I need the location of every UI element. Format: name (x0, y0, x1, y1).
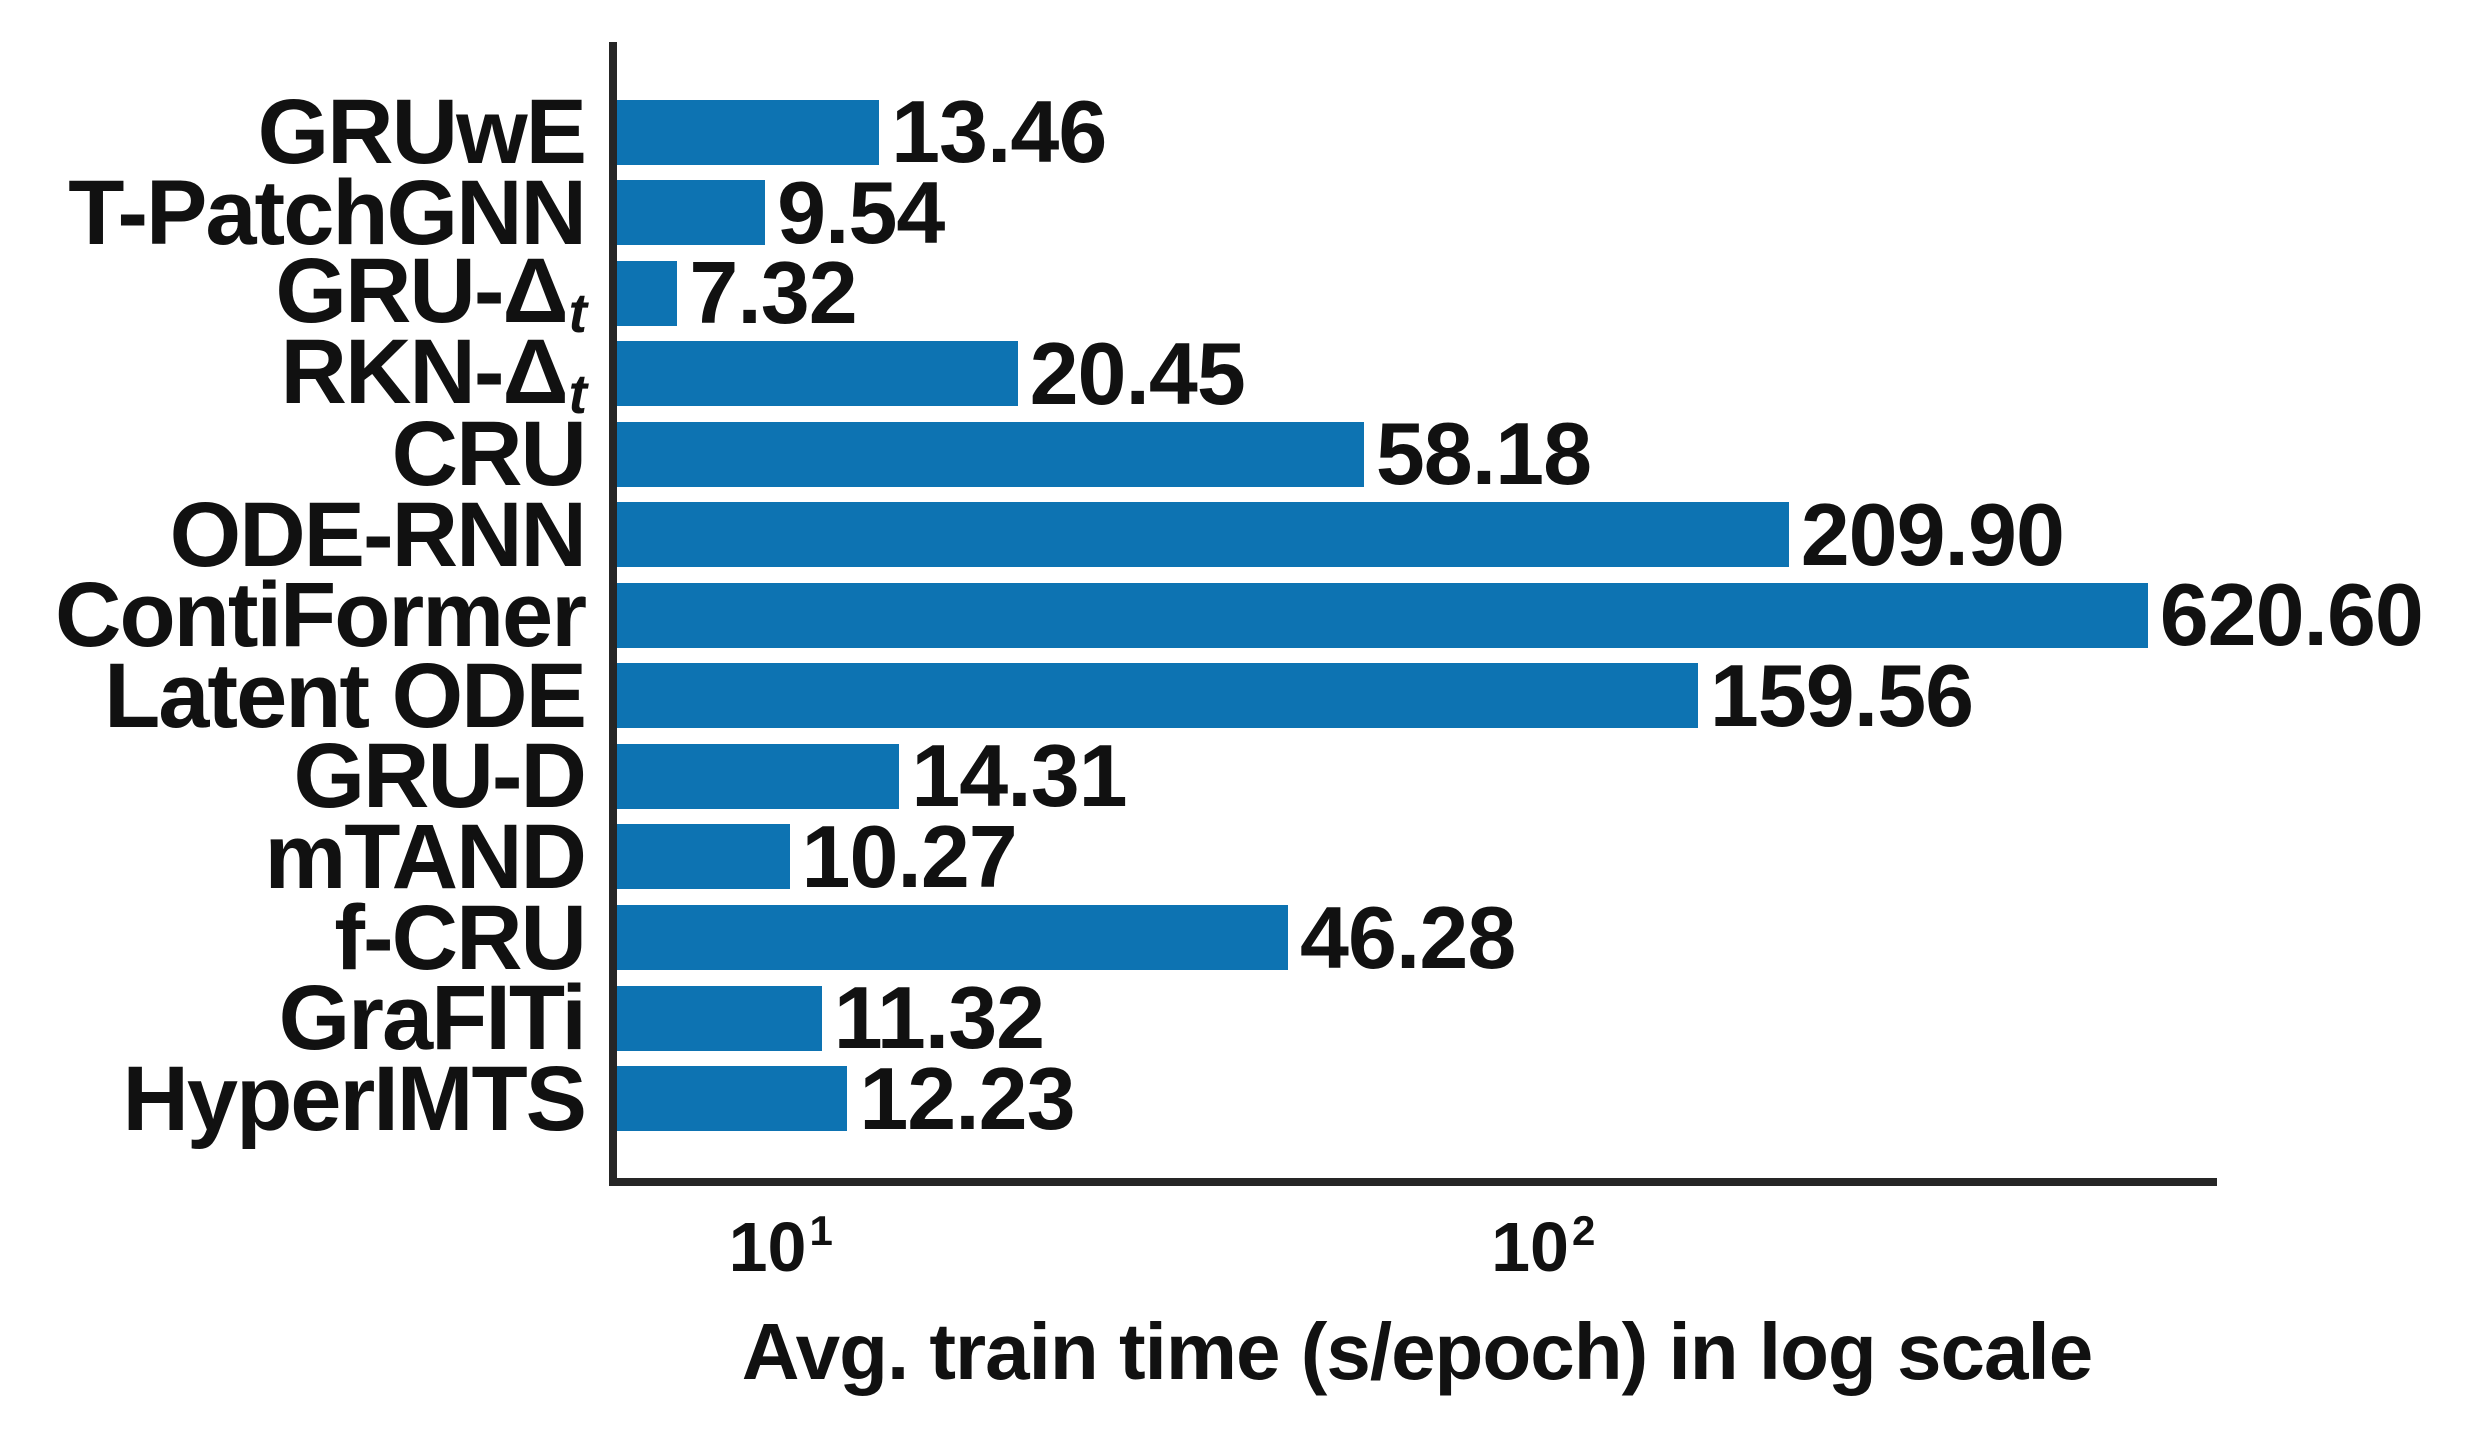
bar-gru-d (617, 743, 900, 809)
category-label-gruwe: GRUwE (257, 81, 587, 183)
value-label-latent-ode: 159.56 (1709, 645, 1974, 745)
x-axis-title: Avg. train time (s/epoch) in log scale (741, 1307, 2093, 1396)
y-axis-category-labels: GRUwE T-PatchGNN GRU-Δt RKN-Δt CRU ODE-RNN Con… (0, 0, 588, 1450)
value-label-mtand: 10.27 (801, 806, 1018, 906)
bars-layer: 13.46 9.54 7.32 20.45 58.18 209.90 620.60 159.5… (617, 42, 2424, 1178)
value-label-gruwe: 13.46 (891, 82, 1107, 181)
category-label-f-cru: f-CRU (334, 886, 587, 989)
x-tick-10e2: 102 (1491, 1207, 1596, 1287)
plot-area: 13.46 9.54 7.32 20.45 58.18 209.90 620.60 159.5… (609, 42, 2424, 1186)
value-label-cru: 58.18 (1375, 404, 1592, 504)
value-label-rkn-t: 20.45 (1029, 323, 1246, 423)
bar-grafiti (617, 985, 822, 1051)
category-label-contiformer: ContiFormer (55, 564, 587, 667)
bar-latent-ode (617, 663, 1698, 729)
category-label-latent-ode: Latent ODE (104, 644, 587, 747)
category-label-gru-d: GRU-D (293, 725, 587, 828)
value-label-gru-t: 7.32 (689, 243, 857, 343)
category-label-t-patchgnn: T-PatchGNN (68, 161, 587, 264)
bar-hyperimts (617, 1066, 848, 1132)
bar-gru-t (617, 260, 678, 326)
value-label-ode-rnn: 209.90 (1800, 484, 2065, 584)
category-label-rkn-t: RKN-Δt (280, 320, 588, 425)
bar-ode-rnn (617, 502, 1789, 568)
bar-rkn-t (617, 341, 1018, 407)
category-label-grafiti: GraFITi (278, 967, 587, 1070)
x-tick-10e1: 101 (728, 1207, 833, 1287)
value-label-t-patchgnn: 9.54 (777, 162, 945, 262)
value-label-f-cru: 46.28 (1300, 887, 1516, 987)
bar-mtand (617, 824, 790, 890)
category-label-mtand: mTAND (264, 805, 587, 908)
value-label-hyperimts: 12.23 (859, 1048, 1075, 1148)
bar-f-cru (617, 905, 1289, 970)
category-label-cru: CRU (391, 403, 587, 506)
value-label-contiformer: 620.60 (2159, 565, 2424, 665)
bar-cru (617, 421, 1364, 487)
bar-t-patchgnn (617, 180, 766, 246)
bar-contiformer (617, 582, 2148, 648)
bar-gruwe (617, 99, 880, 165)
category-label-gru-t: GRU-Δt (275, 240, 587, 344)
value-label-gru-d: 14.31 (911, 726, 1127, 826)
category-label-hyperimts: HyperIMTS (122, 1047, 587, 1150)
category-label-ode-rnn: ODE-RNN (169, 483, 587, 586)
value-label-grafiti: 11.32 (833, 968, 1045, 1068)
